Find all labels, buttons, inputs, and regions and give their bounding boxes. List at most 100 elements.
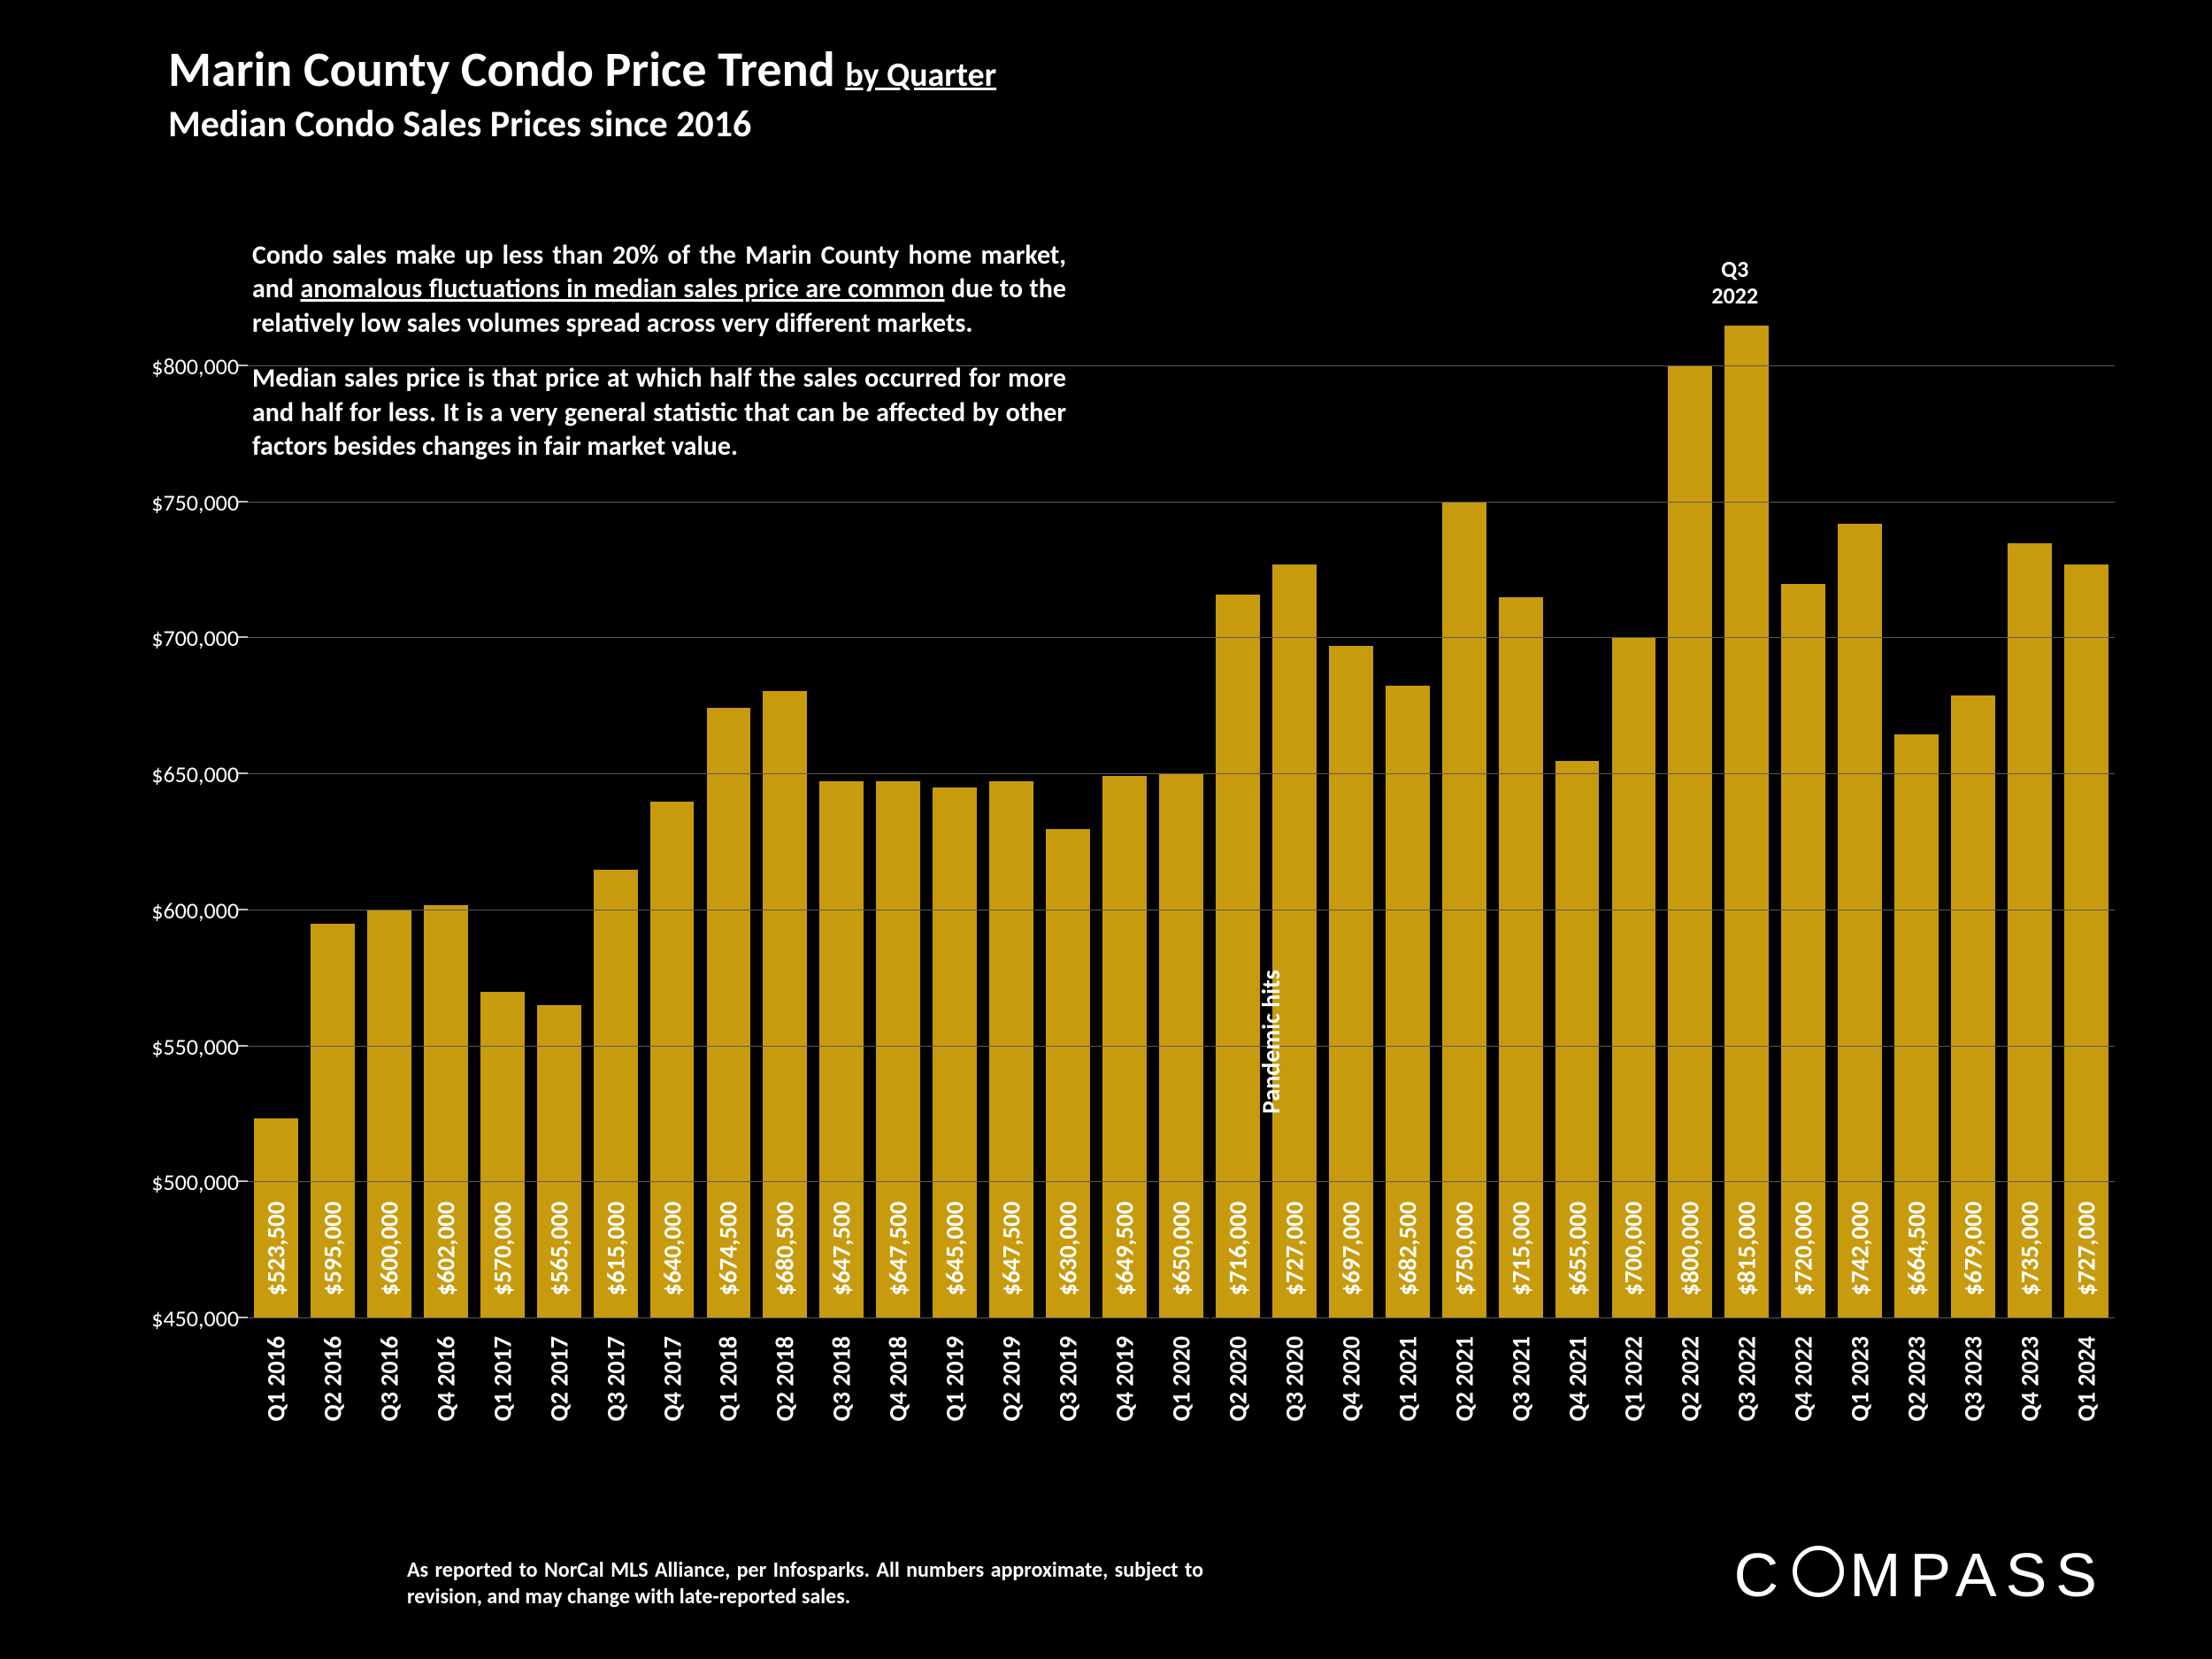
bar-value-label: $565,000	[543, 1202, 574, 1296]
bar: $640,000	[650, 802, 695, 1318]
bar-value-label: $674,500	[713, 1202, 744, 1296]
x-axis-label: Q4 2016	[430, 1336, 461, 1422]
x-axis-label: Q4 2022	[1788, 1336, 1819, 1422]
bar-value-label: $523,500	[260, 1202, 291, 1296]
bar: $630,000	[1046, 829, 1090, 1319]
bars-container: $523,500Q1 2016$595,000Q2 2016$600,000Q3…	[248, 230, 2115, 1318]
x-axis-label: Q2 2020	[1222, 1336, 1253, 1422]
bar: $715,000	[1499, 597, 1543, 1318]
x-axis-label: Q3 2023	[1958, 1336, 1989, 1422]
gridline	[248, 773, 2115, 774]
bar-value-label: $800,000	[1675, 1202, 1706, 1296]
bar-value-label: $595,000	[317, 1202, 348, 1296]
compass-logo: C MPASS	[1734, 1540, 2106, 1610]
x-axis-label: Q3 2021	[1505, 1336, 1536, 1422]
bar-slot: $523,500Q1 2016	[248, 230, 304, 1318]
bar: $523,500	[254, 1118, 298, 1318]
bar-value-label: $647,500	[826, 1202, 857, 1296]
bar-slot: $649,500Q4 2019	[1096, 230, 1153, 1318]
x-axis-label: Q1 2022	[1618, 1336, 1649, 1422]
chart-title-qualifier: by Quarter	[845, 55, 996, 96]
x-axis-label: Q1 2023	[1845, 1336, 1876, 1422]
bar-value-label: $742,000	[1845, 1202, 1876, 1296]
bar: $679,000	[1951, 695, 1995, 1318]
bar-value-label: $647,500	[996, 1202, 1027, 1296]
x-axis-label: Q3 2016	[373, 1336, 404, 1422]
bar-slot: $720,000Q4 2022	[1775, 230, 1832, 1318]
bar-slot: $750,000Q2 2021	[1436, 230, 1493, 1318]
bar-value-label: $600,000	[373, 1202, 404, 1296]
y-axis-label: $550,000	[106, 1033, 239, 1061]
logo-text-after: MPASS	[1849, 1540, 2106, 1610]
bar-value-label: $750,000	[1448, 1202, 1479, 1296]
x-axis-label: Q4 2019	[1110, 1336, 1141, 1422]
x-axis-label: Q3 2017	[600, 1336, 631, 1422]
bar-slot: $735,000Q4 2023	[2001, 230, 2058, 1318]
bar: $727,000	[1272, 565, 1317, 1318]
gridline	[248, 1317, 2115, 1318]
bar: $720,000	[1781, 584, 1825, 1318]
bar: $700,000	[1612, 638, 1656, 1318]
x-axis-label: Q1 2017	[487, 1336, 518, 1422]
bar-slot: $595,000Q2 2016	[304, 230, 361, 1318]
bar-slot: $640,000Q4 2017	[644, 230, 701, 1318]
plot-region: $523,500Q1 2016$595,000Q2 2016$600,000Q3…	[248, 230, 2115, 1318]
x-axis-label: Q4 2021	[1562, 1336, 1593, 1422]
bar: $727,000	[2064, 565, 2108, 1318]
x-axis-label: Q2 2016	[317, 1336, 348, 1422]
x-axis-label: Q2 2019	[996, 1336, 1027, 1422]
bar-slot: $645,000Q1 2019	[926, 230, 983, 1318]
bar-value-label: $679,000	[1958, 1202, 1989, 1296]
bar: $647,500	[876, 781, 920, 1318]
bar-slot: $570,000Q1 2017	[474, 230, 531, 1318]
bar-slot: $630,000Q3 2019	[1040, 230, 1096, 1318]
bar-value-label: $615,000	[600, 1202, 631, 1296]
bar-value-label: $716,000	[1222, 1202, 1253, 1296]
bar-slot: $682,500Q1 2021	[1379, 230, 1436, 1318]
bar: $650,000	[1159, 774, 1203, 1318]
bar-value-label: $650,000	[1165, 1202, 1196, 1296]
bar-value-label: $602,000	[430, 1202, 461, 1296]
bar: $595,000	[311, 924, 355, 1318]
bar-slot: $815,000Q3 2022	[1718, 230, 1775, 1318]
x-axis-label: Q1 2018	[713, 1336, 744, 1422]
bar-slot: $655,000Q4 2021	[1549, 230, 1606, 1318]
x-axis-label: Q3 2022	[1732, 1336, 1763, 1422]
bar-value-label: $715,000	[1505, 1202, 1536, 1296]
bar: $742,000	[1838, 524, 1882, 1318]
bar: $602,000	[424, 905, 468, 1318]
bar: $649,500	[1102, 776, 1147, 1318]
bar: $674,500	[707, 708, 751, 1318]
x-axis-label: Q4 2023	[2015, 1336, 2046, 1422]
bar: $716,000	[1216, 595, 1260, 1318]
x-axis-label: Q2 2023	[1901, 1336, 1932, 1422]
bar-slot: $716,000Q2 2020	[1210, 230, 1266, 1318]
bar: $682,500	[1386, 686, 1430, 1318]
bar: $570,000	[480, 992, 525, 1318]
bar-value-label: $727,000	[1279, 1202, 1310, 1296]
bar-slot: $679,000Q3 2023	[1945, 230, 2001, 1318]
bar-slot: $680,500Q2 2018	[757, 230, 813, 1318]
x-axis-label: Q4 2017	[657, 1336, 687, 1422]
x-axis-label: Q4 2018	[883, 1336, 914, 1422]
bar: $647,500	[819, 781, 864, 1318]
logo-circle-icon	[1793, 1546, 1844, 1597]
bar-slot: $664,500Q2 2023	[1888, 230, 1945, 1318]
bar-slot: $742,000Q1 2023	[1832, 230, 1888, 1318]
bar: $680,500	[763, 691, 807, 1318]
bar-value-label: $680,500	[770, 1202, 801, 1296]
y-axis-label: $450,000	[106, 1304, 239, 1333]
bar-value-label: $727,000	[2070, 1202, 2101, 1296]
bar: $655,000	[1555, 761, 1600, 1318]
bar-value-label: $570,000	[487, 1202, 518, 1296]
gridline	[248, 637, 2115, 638]
bar: $750,000	[1442, 503, 1486, 1319]
bar-value-label: $815,000	[1732, 1202, 1763, 1296]
gridline	[248, 502, 2115, 503]
y-axis-label: $650,000	[106, 760, 239, 788]
x-axis-label: Q1 2020	[1165, 1336, 1196, 1422]
bar-value-label: $649,500	[1110, 1202, 1141, 1296]
bar-value-label: $682,500	[1392, 1202, 1423, 1296]
bar-slot: $602,000Q4 2016	[418, 230, 474, 1318]
gridline	[248, 1181, 2115, 1182]
